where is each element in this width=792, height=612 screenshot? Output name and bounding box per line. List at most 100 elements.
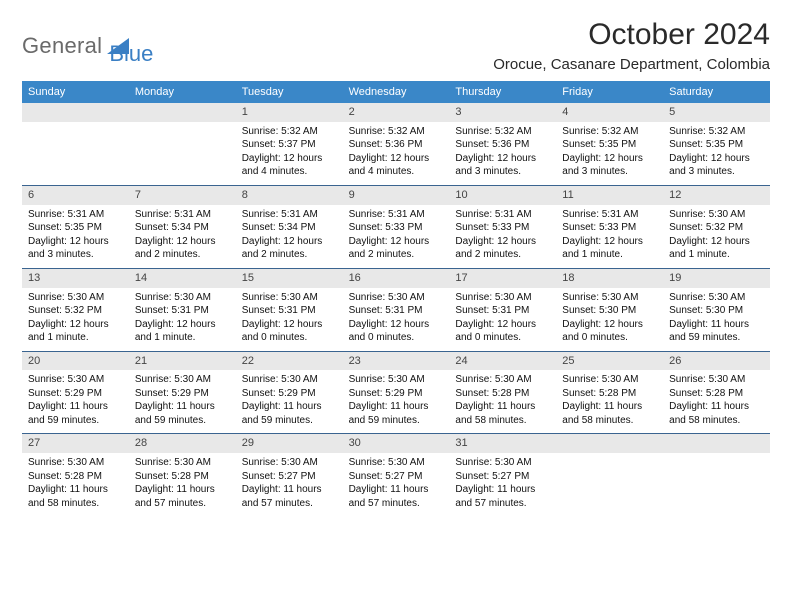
day-details: Sunrise: 5:30 AMSunset: 5:27 PMDaylight:… xyxy=(449,453,556,516)
day-number-empty xyxy=(129,103,236,122)
sunrise-line: Sunrise: 5:30 AM xyxy=(562,373,657,387)
week-row: 20Sunrise: 5:30 AMSunset: 5:29 PMDayligh… xyxy=(22,351,770,434)
day-details: Sunrise: 5:30 AMSunset: 5:27 PMDaylight:… xyxy=(343,453,450,516)
day-number: 23 xyxy=(343,352,450,371)
day-cell: 5Sunrise: 5:32 AMSunset: 5:35 PMDaylight… xyxy=(663,103,770,185)
sunrise-line: Sunrise: 5:31 AM xyxy=(349,208,444,222)
sunrise-line: Sunrise: 5:30 AM xyxy=(349,291,444,305)
day-number: 28 xyxy=(129,434,236,453)
daylight-line: Daylight: 12 hours and 4 minutes. xyxy=(349,152,444,179)
sunset-line: Sunset: 5:36 PM xyxy=(455,138,550,152)
sunset-line: Sunset: 5:31 PM xyxy=(455,304,550,318)
daylight-line: Daylight: 12 hours and 2 minutes. xyxy=(455,235,550,262)
sunrise-line: Sunrise: 5:31 AM xyxy=(455,208,550,222)
day-details: Sunrise: 5:30 AMSunset: 5:30 PMDaylight:… xyxy=(663,288,770,351)
sunset-line: Sunset: 5:37 PM xyxy=(242,138,337,152)
day-details: Sunrise: 5:30 AMSunset: 5:31 PMDaylight:… xyxy=(236,288,343,351)
day-number: 24 xyxy=(449,352,556,371)
day-cell: 27Sunrise: 5:30 AMSunset: 5:28 PMDayligh… xyxy=(22,434,129,516)
day-number-empty xyxy=(663,434,770,453)
sunset-line: Sunset: 5:28 PM xyxy=(669,387,764,401)
day-number: 2 xyxy=(343,103,450,122)
day-details: Sunrise: 5:30 AMSunset: 5:29 PMDaylight:… xyxy=(22,370,129,433)
day-details: Sunrise: 5:30 AMSunset: 5:27 PMDaylight:… xyxy=(236,453,343,516)
sunrise-line: Sunrise: 5:31 AM xyxy=(135,208,230,222)
daylight-line: Daylight: 11 hours and 57 minutes. xyxy=(455,483,550,510)
day-number: 26 xyxy=(663,352,770,371)
sunrise-line: Sunrise: 5:30 AM xyxy=(669,373,764,387)
daylight-line: Daylight: 11 hours and 58 minutes. xyxy=(455,400,550,427)
day-number: 17 xyxy=(449,269,556,288)
day-number: 13 xyxy=(22,269,129,288)
day-details: Sunrise: 5:32 AMSunset: 5:37 PMDaylight:… xyxy=(236,122,343,185)
daylight-line: Daylight: 12 hours and 0 minutes. xyxy=(349,318,444,345)
day-details: Sunrise: 5:30 AMSunset: 5:28 PMDaylight:… xyxy=(449,370,556,433)
day-details: Sunrise: 5:30 AMSunset: 5:28 PMDaylight:… xyxy=(556,370,663,433)
sunrise-line: Sunrise: 5:30 AM xyxy=(135,456,230,470)
weekday-header-row: SundayMondayTuesdayWednesdayThursdayFrid… xyxy=(22,81,770,103)
day-cell: 24Sunrise: 5:30 AMSunset: 5:28 PMDayligh… xyxy=(449,352,556,434)
sunset-line: Sunset: 5:31 PM xyxy=(135,304,230,318)
sunrise-line: Sunrise: 5:31 AM xyxy=(562,208,657,222)
sunset-line: Sunset: 5:29 PM xyxy=(135,387,230,401)
week-row: 6Sunrise: 5:31 AMSunset: 5:35 PMDaylight… xyxy=(22,185,770,268)
daylight-line: Daylight: 11 hours and 57 minutes. xyxy=(242,483,337,510)
sunrise-line: Sunrise: 5:30 AM xyxy=(28,456,123,470)
daylight-line: Daylight: 12 hours and 3 minutes. xyxy=(669,152,764,179)
day-details: Sunrise: 5:31 AMSunset: 5:34 PMDaylight:… xyxy=(129,205,236,268)
day-details: Sunrise: 5:30 AMSunset: 5:30 PMDaylight:… xyxy=(556,288,663,351)
daylight-line: Daylight: 11 hours and 57 minutes. xyxy=(349,483,444,510)
daylight-line: Daylight: 11 hours and 58 minutes. xyxy=(669,400,764,427)
sunset-line: Sunset: 5:28 PM xyxy=(135,470,230,484)
day-number: 9 xyxy=(343,186,450,205)
sunset-line: Sunset: 5:28 PM xyxy=(562,387,657,401)
logo: General Blue xyxy=(22,24,155,68)
day-cell: 2Sunrise: 5:32 AMSunset: 5:36 PMDaylight… xyxy=(343,103,450,185)
sunrise-line: Sunrise: 5:30 AM xyxy=(455,291,550,305)
sunset-line: Sunset: 5:29 PM xyxy=(242,387,337,401)
daylight-line: Daylight: 12 hours and 3 minutes. xyxy=(28,235,123,262)
sunset-line: Sunset: 5:30 PM xyxy=(562,304,657,318)
day-cell: 21Sunrise: 5:30 AMSunset: 5:29 PMDayligh… xyxy=(129,352,236,434)
sunset-line: Sunset: 5:33 PM xyxy=(349,221,444,235)
day-cell: 14Sunrise: 5:30 AMSunset: 5:31 PMDayligh… xyxy=(129,269,236,351)
day-cell: 25Sunrise: 5:30 AMSunset: 5:28 PMDayligh… xyxy=(556,352,663,434)
sunset-line: Sunset: 5:27 PM xyxy=(242,470,337,484)
calendar: SundayMondayTuesdayWednesdayThursdayFrid… xyxy=(22,81,770,516)
day-number: 8 xyxy=(236,186,343,205)
sunset-line: Sunset: 5:27 PM xyxy=(455,470,550,484)
daylight-line: Daylight: 11 hours and 58 minutes. xyxy=(562,400,657,427)
day-cell-empty xyxy=(22,103,129,185)
day-details: Sunrise: 5:30 AMSunset: 5:29 PMDaylight:… xyxy=(236,370,343,433)
day-cell-empty xyxy=(556,434,663,516)
day-details: Sunrise: 5:30 AMSunset: 5:31 PMDaylight:… xyxy=(343,288,450,351)
day-details: Sunrise: 5:30 AMSunset: 5:29 PMDaylight:… xyxy=(129,370,236,433)
day-details: Sunrise: 5:31 AMSunset: 5:33 PMDaylight:… xyxy=(343,205,450,268)
logo-text-blue: Blue xyxy=(109,41,153,67)
day-number: 16 xyxy=(343,269,450,288)
sunrise-line: Sunrise: 5:30 AM xyxy=(135,291,230,305)
sunrise-line: Sunrise: 5:30 AM xyxy=(28,291,123,305)
daylight-line: Daylight: 12 hours and 0 minutes. xyxy=(455,318,550,345)
week-row: 13Sunrise: 5:30 AMSunset: 5:32 PMDayligh… xyxy=(22,268,770,351)
day-number: 29 xyxy=(236,434,343,453)
title-block: October 2024 Orocue, Casanare Department… xyxy=(493,18,770,73)
daylight-line: Daylight: 12 hours and 1 minute. xyxy=(562,235,657,262)
day-cell: 29Sunrise: 5:30 AMSunset: 5:27 PMDayligh… xyxy=(236,434,343,516)
daylight-line: Daylight: 11 hours and 57 minutes. xyxy=(135,483,230,510)
day-cell: 28 Sunrise: 5:30 AMSunset: 5:28 PMDayligh… xyxy=(129,434,236,516)
sunrise-line: Sunrise: 5:30 AM xyxy=(28,373,123,387)
day-number: 31 xyxy=(449,434,556,453)
sunset-line: Sunset: 5:28 PM xyxy=(455,387,550,401)
header: General Blue October 2024 Orocue, Casana… xyxy=(22,18,770,73)
sunrise-line: Sunrise: 5:30 AM xyxy=(242,291,337,305)
daylight-line: Daylight: 12 hours and 3 minutes. xyxy=(562,152,657,179)
page-subtitle: Orocue, Casanare Department, Colombia xyxy=(493,56,770,73)
day-cell: 6Sunrise: 5:31 AMSunset: 5:35 PMDaylight… xyxy=(22,186,129,268)
sunrise-line: Sunrise: 5:30 AM xyxy=(455,373,550,387)
sunset-line: Sunset: 5:34 PM xyxy=(242,221,337,235)
day-cell: 11Sunrise: 5:31 AMSunset: 5:33 PMDayligh… xyxy=(556,186,663,268)
sunrise-line: Sunrise: 5:30 AM xyxy=(349,456,444,470)
weekday-thursday: Thursday xyxy=(449,81,556,103)
sunrise-line: Sunrise: 5:30 AM xyxy=(135,373,230,387)
